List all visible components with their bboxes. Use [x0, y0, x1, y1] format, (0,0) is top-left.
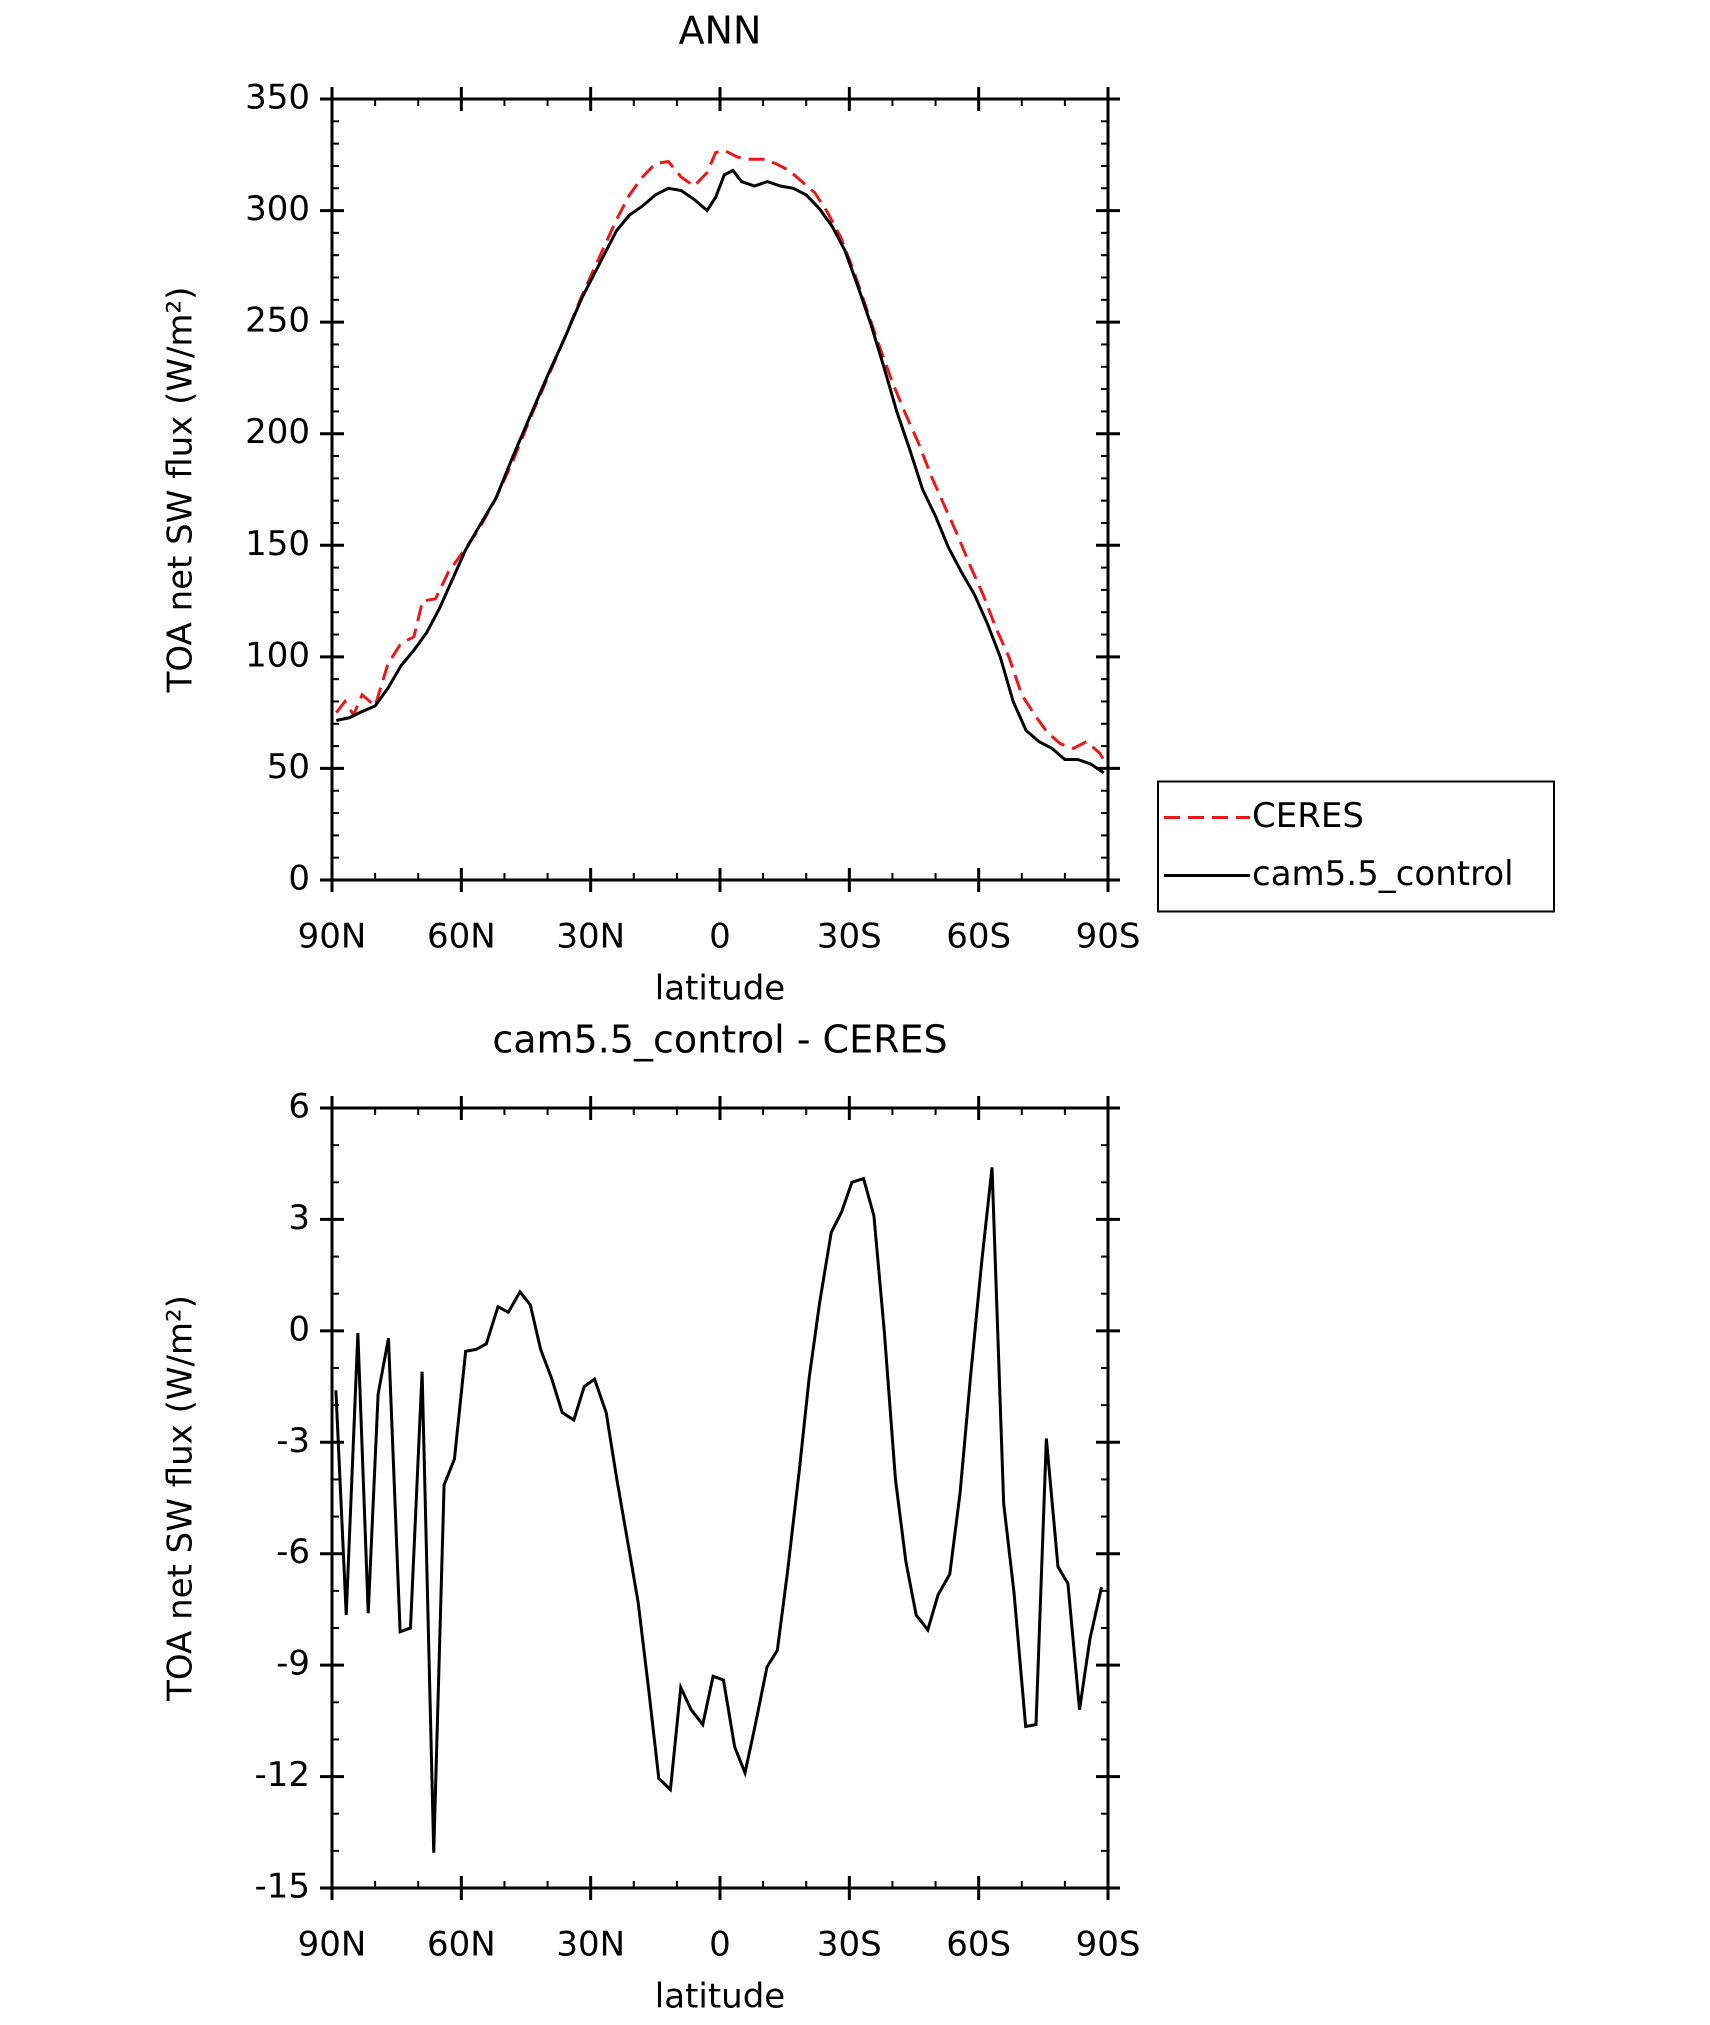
y-tick-label: 3 — [288, 1198, 310, 1238]
x-tick-label: 30S — [817, 917, 882, 957]
data-line — [334, 1167, 1103, 1853]
x-tick-label: 90S — [1076, 917, 1141, 957]
x-tick-label: 90N — [298, 917, 367, 957]
y-tick-label: 250 — [245, 301, 310, 341]
y-tick-label: 200 — [245, 412, 310, 452]
x-tick-label: 30N — [556, 917, 625, 957]
x-tick-label: 90S — [1076, 1925, 1141, 1965]
y-tick-label: 0 — [288, 1309, 310, 1349]
y-tick-label: 6 — [288, 1087, 310, 1127]
x-tick-label: 30S — [817, 1925, 882, 1965]
y-tick-label: 100 — [245, 635, 310, 675]
x-tick-label: 60N — [427, 1925, 496, 1965]
y-tick-label: 50 — [267, 747, 310, 787]
y-tick-label: 350 — [245, 78, 310, 118]
y-tick-label: -6 — [276, 1532, 310, 1572]
x-tick-label: 30N — [556, 1925, 625, 1965]
y-tick-label: 300 — [245, 189, 310, 229]
y-axis-label: TOA net SW flux (W/m²) — [161, 1295, 201, 1702]
x-tick-label: 90N — [298, 1925, 367, 1965]
x-tick-label: 0 — [709, 917, 731, 957]
x-tick-label: 60S — [946, 917, 1011, 957]
y-axis-label: TOA net SW flux (W/m²) — [161, 287, 201, 694]
legend-label: cam5.5_control — [1252, 854, 1514, 894]
y-tick-label: 150 — [245, 524, 310, 564]
chart-title: ANN — [679, 9, 762, 53]
legend-label: CERES — [1252, 796, 1364, 836]
y-tick-label: 0 — [288, 859, 310, 899]
data-line — [336, 168, 1105, 775]
x-tick-label: 0 — [709, 1925, 731, 1965]
x-axis-label: latitude — [655, 969, 785, 1009]
x-tick-label: 60N — [427, 917, 496, 957]
plot-frame — [330, 1106, 1110, 1890]
y-tick-label: -3 — [276, 1421, 310, 1461]
chart-title: cam5.5_control - CERES — [492, 1018, 947, 1062]
legend-box — [1157, 780, 1555, 913]
data-line — [335, 148, 1105, 761]
x-axis-label: latitude — [655, 1977, 785, 2017]
plot-frame — [330, 97, 1110, 882]
y-tick-label: -15 — [254, 1867, 310, 1907]
y-tick-label: -9 — [276, 1644, 310, 1684]
x-tick-label: 60S — [946, 1925, 1011, 1965]
y-tick-label: -12 — [254, 1755, 310, 1795]
